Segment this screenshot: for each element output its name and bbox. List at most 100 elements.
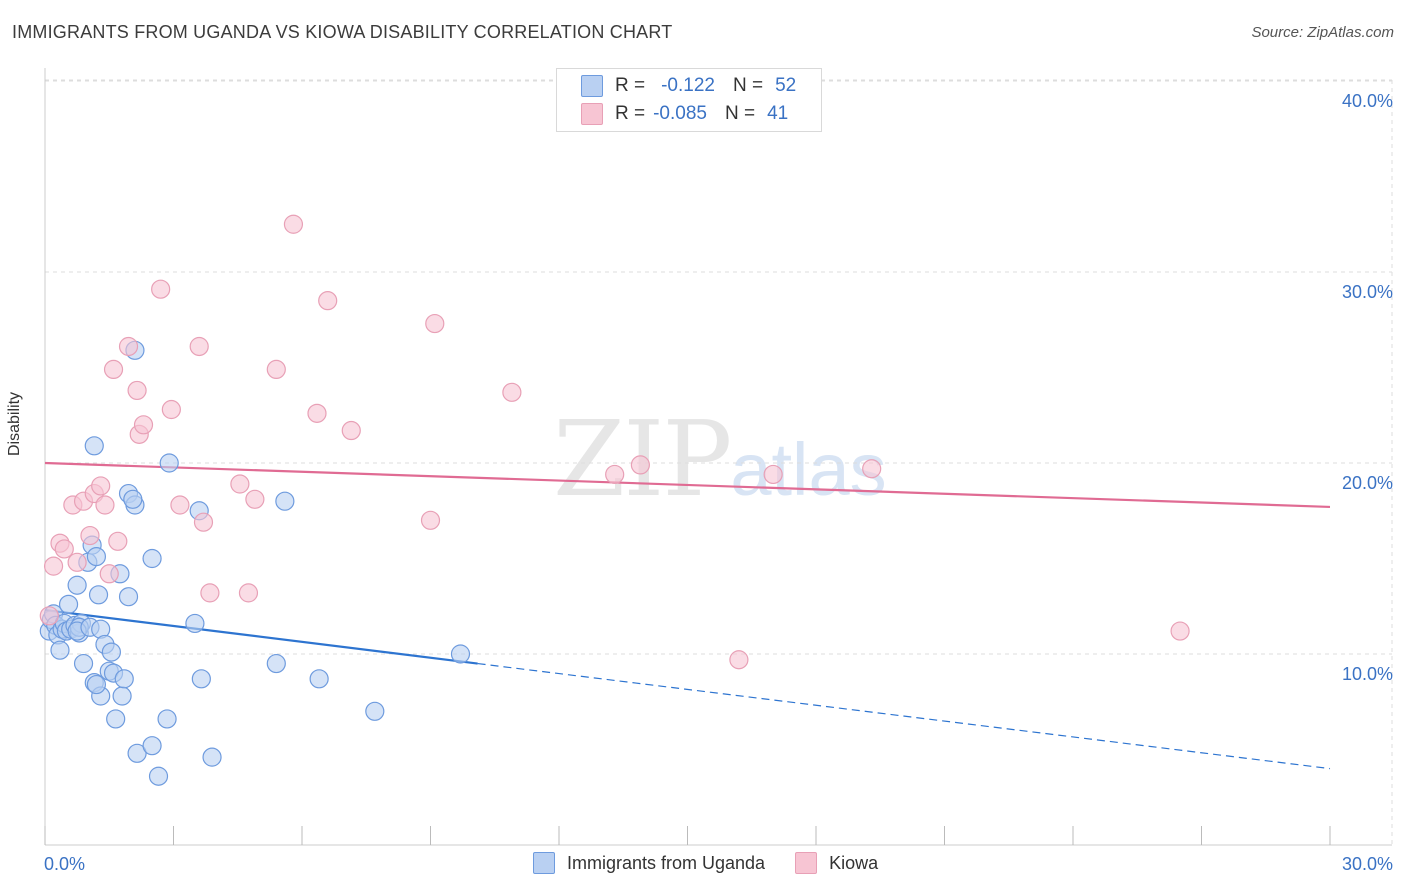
kiowa-point (193, 512, 214, 532)
kiowa-point (95, 495, 115, 515)
kiowa-point (341, 420, 361, 441)
kiowa-point (605, 464, 625, 485)
kiowa-point (80, 525, 100, 546)
uganda-point (106, 709, 126, 729)
kiowa-trendline (44, 461, 1331, 509)
legend-label-uganda: Immigrants from Uganda (567, 852, 766, 873)
uganda-point (118, 587, 139, 607)
stats-legend: R = -0.122 N = 52 R = -0.085 N = 41 (556, 68, 822, 132)
n-value: 41 (767, 103, 789, 124)
trend-layer (44, 461, 1331, 770)
kiowa-point (133, 415, 154, 435)
uganda-point (450, 644, 471, 664)
kiowa-point (118, 336, 139, 357)
points-layer (39, 214, 1190, 786)
n-label: N = (724, 103, 756, 124)
kiowa-point (763, 464, 783, 485)
legend-label-kiowa: Kiowa (829, 852, 879, 873)
uganda-point (50, 640, 70, 660)
r-label: R = (615, 75, 646, 96)
uganda-point (86, 546, 107, 567)
r-value: -0.085 (653, 103, 707, 124)
uganda-point (309, 669, 329, 689)
y-tick-label: 10.0% (1342, 664, 1393, 684)
kiowa-point (283, 214, 304, 234)
r-value: -0.122 (661, 75, 715, 96)
kiowa-point (307, 403, 327, 423)
uganda-point (202, 747, 222, 767)
x-tick-label: 0.0% (44, 854, 85, 874)
watermark-logo: ZIPatlas (553, 398, 887, 520)
kiowa-point (151, 279, 171, 299)
kiowa-point (729, 650, 749, 670)
r-label: R = (615, 103, 646, 124)
kiowa-point (43, 556, 64, 576)
uganda-point (88, 585, 109, 605)
kiowa-point (127, 380, 147, 401)
y-axis-label: Disability (6, 391, 23, 456)
n-value: 52 (775, 75, 797, 96)
stats-row-uganda: R = -0.122 N = 52 (581, 73, 796, 99)
kiowa-point (54, 539, 74, 559)
n-label: N = (732, 75, 764, 96)
kiowa-point (189, 336, 209, 357)
uganda-trendline (44, 608, 478, 665)
y-tick-label: 40.0% (1342, 91, 1393, 111)
uganda-point (114, 669, 134, 689)
stats-row-kiowa: R = -0.085 N = 41 (581, 101, 788, 127)
uganda-point (123, 489, 143, 509)
uganda-point (365, 701, 385, 721)
kiowa-point (1170, 621, 1190, 641)
source-note: Source: ZipAtlas.com (1251, 24, 1394, 41)
uganda-point (112, 686, 132, 706)
legend-item-kiowa: Kiowa (795, 852, 878, 874)
swatch-uganda (581, 75, 603, 97)
kiowa-point (420, 510, 441, 530)
uganda-point (275, 491, 295, 511)
chart-title: IMMIGRANTS FROM UGANDA VS KIOWA DISABILI… (12, 22, 673, 42)
x-tick-label: 30.0% (1342, 854, 1393, 874)
y-tick-label: 20.0% (1342, 473, 1393, 493)
uganda-point (73, 653, 94, 674)
y-tick-label: 30.0% (1342, 282, 1393, 302)
grid-layer (45, 79, 1393, 845)
tick-label-layer: 10.0% 20.0% 30.0% 40.0% 0.0% 30.0% (44, 91, 1393, 874)
kiowa-point (108, 531, 128, 551)
uganda-point (148, 766, 169, 786)
kiowa-point (99, 564, 119, 584)
kiowa-point (238, 583, 259, 603)
uganda-point (67, 575, 87, 595)
kiowa-point (161, 399, 181, 420)
uganda-point (185, 613, 205, 634)
kiowa-point (630, 455, 650, 475)
kiowa-point (67, 552, 87, 572)
uganda-point (142, 736, 162, 756)
kiowa-point (425, 313, 445, 334)
kiowa-point (200, 583, 220, 603)
kiowa-point (862, 459, 882, 479)
kiowa-point (245, 489, 265, 509)
kiowa-point (502, 382, 522, 402)
uganda-point (127, 743, 147, 763)
series-legend: Immigrants from Uganda Kiowa (533, 852, 908, 874)
uganda-point (84, 436, 104, 456)
kiowa-point (230, 474, 250, 494)
kiowa-point (170, 495, 190, 515)
kiowa-point (103, 359, 124, 380)
legend-swatch-kiowa (795, 852, 818, 874)
kiowa-point (39, 606, 59, 626)
uganda-point (142, 548, 162, 569)
watermark-atlas: atlas (730, 428, 887, 511)
kiowa-point (91, 476, 111, 496)
axis-layer (44, 68, 1392, 846)
legend-item-uganda: Immigrants from Uganda (533, 852, 765, 874)
kiowa-point (266, 359, 286, 380)
uganda-trendline-extension (477, 662, 1331, 770)
uganda-point (159, 453, 179, 473)
uganda-point (266, 653, 286, 674)
uganda-point (58, 594, 79, 614)
swatch-kiowa (581, 103, 603, 125)
uganda-point (101, 642, 121, 662)
uganda-point (191, 669, 211, 689)
